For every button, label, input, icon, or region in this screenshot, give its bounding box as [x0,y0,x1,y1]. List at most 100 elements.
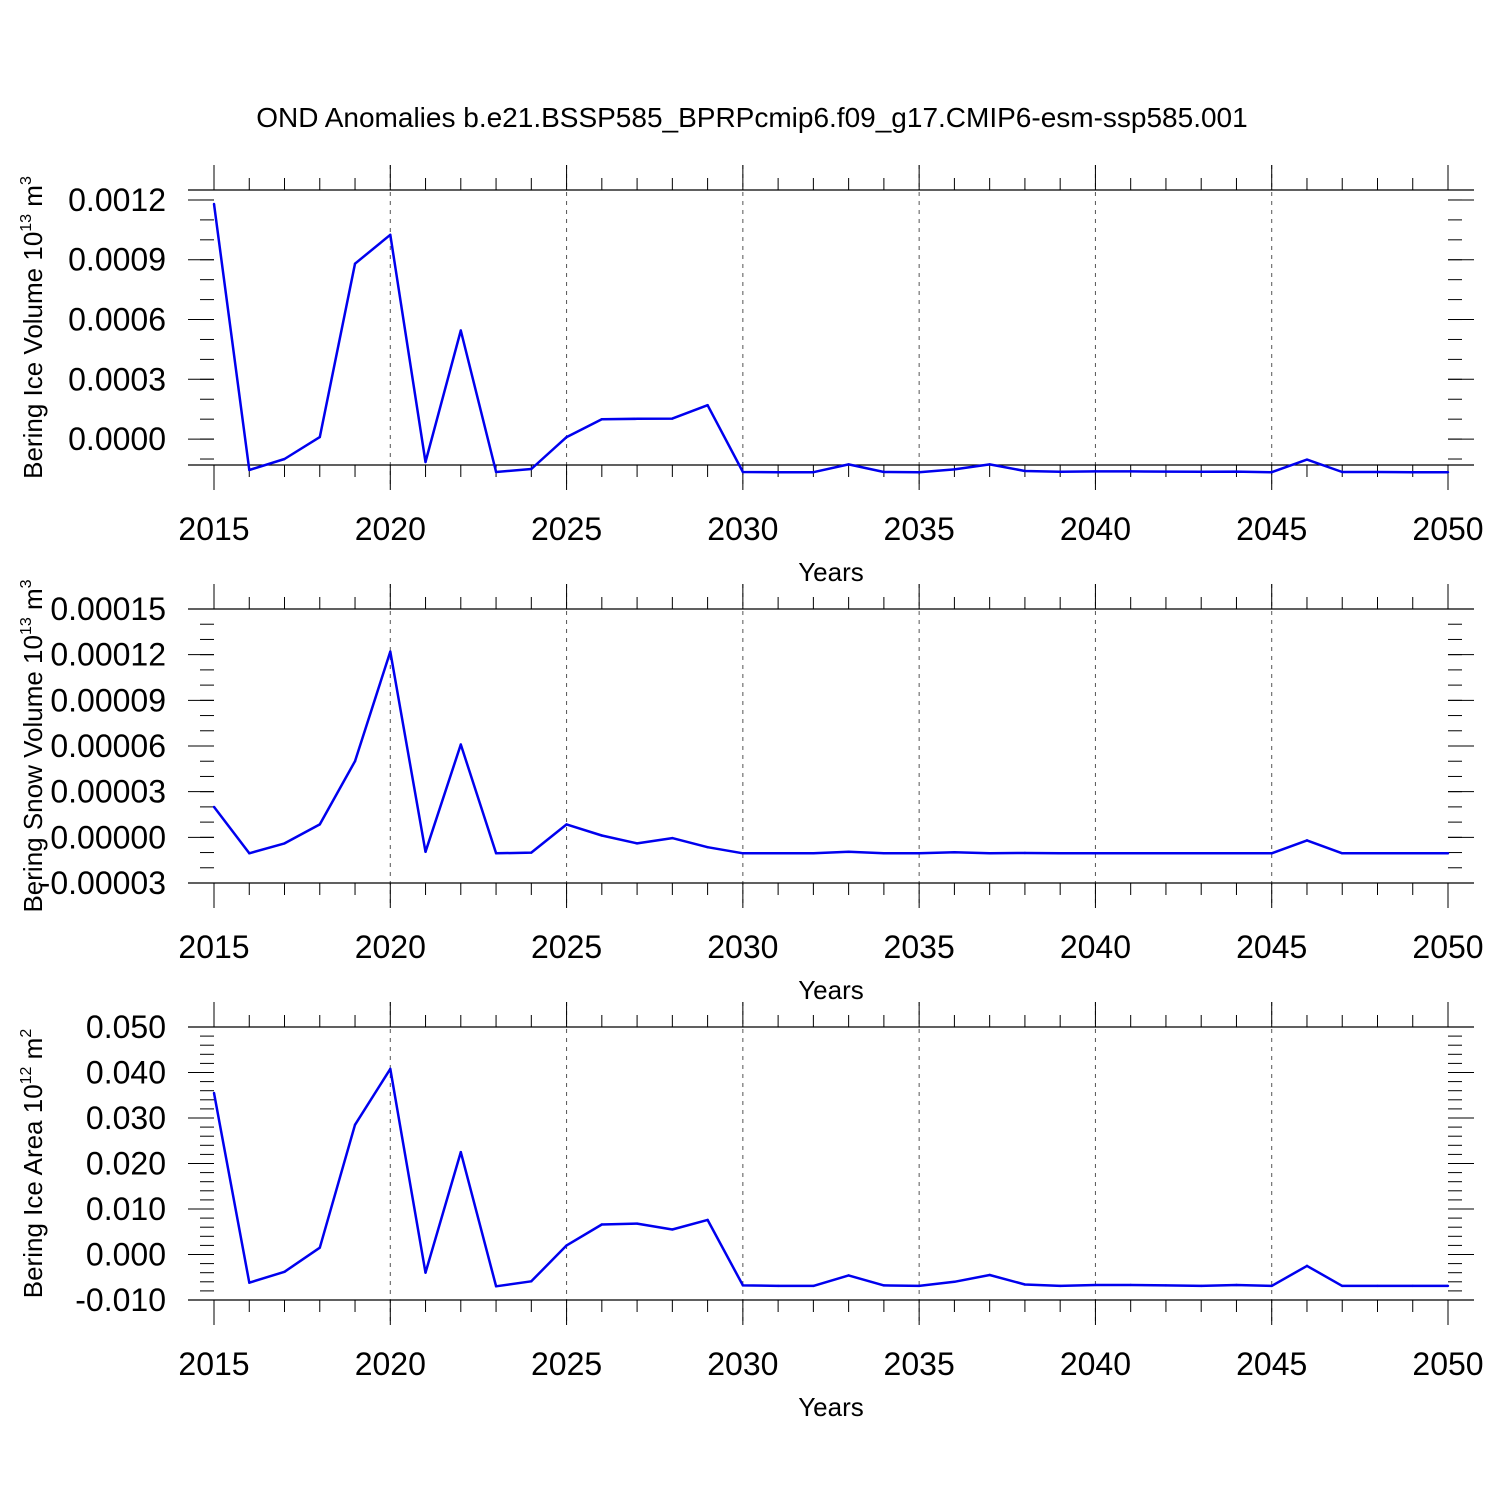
ytick-label: 0.00003 [50,774,166,810]
snow-volume-point [988,851,991,855]
snow-volume-point [635,842,639,845]
ice-volume-point [847,463,850,466]
snow-volume-series-line [213,650,1448,855]
ice-volume-point [459,329,462,332]
snow-volume-point [1305,839,1309,842]
ice-volume-point [706,404,709,407]
ice-volume-point [882,470,886,474]
ice-volume-point [1376,470,1379,474]
ice-volume-point [494,470,498,474]
ice-volume-point [283,457,286,461]
ytick-label: 0.0003 [68,361,166,397]
xtick-label: 2015 [178,1346,249,1382]
snow-volume-point [882,852,886,855]
ice-volume-point [530,467,533,471]
y-axis-title: Bering Ice Volume 1013 m3 [18,176,48,479]
ice-area-point [424,1271,427,1274]
snow-volume-point [353,760,357,763]
snow-volume-point [212,805,216,809]
snow-volume-point [1129,851,1132,855]
snow-volume-point [1446,852,1450,855]
ice-volume-point [600,417,604,421]
snow-volume-point [318,823,321,826]
ice-area-point [671,1228,674,1231]
ice-area-point [635,1222,639,1225]
snow-volume-point [424,850,427,853]
ice-area-point [1341,1284,1344,1288]
snow-volume-point [389,650,392,653]
ice-volume-point [1235,470,1238,473]
ice-volume-point [1270,470,1273,474]
snow-volume-point [953,851,956,854]
ytick-label: -0.010 [75,1282,166,1318]
xtick-label: 2015 [178,929,249,965]
ytick-label: 0.0000 [68,421,166,457]
ice-area-point [1411,1284,1414,1288]
ytick-label: 0.0012 [68,182,166,218]
ytick-label: 0.00000 [50,819,166,855]
snow-volume-point [1341,852,1344,855]
snow-volume-point [1376,852,1379,855]
ice-area-point [847,1274,850,1277]
ytick-label: 0.00012 [50,637,166,673]
ice-area-point [1235,1283,1238,1287]
snow-volume-point [600,834,604,837]
snow-volume-panel: -0.00003 0.00000 0.00003 0.00006 0.00009 0.00… [18,579,1484,1005]
ice-area-point [248,1281,251,1284]
ice-volume-point [1200,470,1203,473]
snow-volume-point [1200,852,1203,855]
ice-area-point [389,1067,392,1071]
xtick-label: 2015 [178,511,249,547]
ice-volume-point [318,435,321,439]
ytick-label: 0.010 [86,1191,166,1227]
ytick-label: 0.0009 [68,242,166,278]
snow-volume-point [283,842,286,845]
xtick-label: 2040 [1060,511,1131,547]
ice-volume-point [212,202,216,206]
ice-area-point [212,1091,216,1095]
ytick-label: 0.00009 [50,682,166,718]
ytick-label: 0.00015 [50,591,166,627]
snow-volume-point [1058,852,1062,855]
ice-volume-point [248,468,251,472]
xtick-label: 2020 [355,511,426,547]
ice-volume-point [424,460,427,464]
xtick-label: 2025 [531,511,602,547]
ice-area-point [1058,1284,1062,1288]
ice-area-series-line [212,1067,1448,1288]
ice-area-point [318,1246,321,1249]
ice-area-point [917,1284,921,1288]
ice-volume-point [635,417,639,420]
ice-volume-point [1446,470,1450,474]
ice-area-point [1305,1264,1309,1268]
ice-area-point [988,1273,991,1277]
xtick-label: 2050 [1412,511,1483,547]
ice-area-point [1164,1284,1168,1287]
ice-area-point [600,1223,604,1226]
snow-volume-point [741,852,745,855]
snow-volume-point [565,823,568,826]
xtick-label: 2030 [707,929,778,965]
xtick-label: 2025 [531,1346,602,1382]
ytick-label: 0.000 [86,1237,166,1273]
ytick-label: 0.00006 [50,728,166,764]
x-axis-title: Years [798,1392,864,1422]
xtick-label: 2035 [884,929,955,965]
ice-volume-point [1411,470,1414,474]
ice-volume-point [917,470,921,474]
ice-area-point [882,1284,886,1287]
snow-volume-point [917,852,921,855]
ice-volume-point [776,470,780,474]
ytick-label: 0.0006 [68,302,166,338]
xtick-label: 2045 [1236,1346,1307,1382]
ice-area-point [1094,1283,1097,1287]
ice-volume-series-line [212,203,1448,474]
snow-volume-point [1235,851,1238,855]
ice-volume-point [1023,469,1027,473]
ice-area-point [1200,1284,1203,1288]
snow-volume-point [1270,852,1273,855]
panels: 0.0000 0.0003 0.0006 0.0009 0.0012 2015 2020 20… [18,165,1484,1422]
snow-volume-point [530,851,533,854]
ytick-label: 0.040 [86,1055,166,1091]
xtick-label: 2040 [1060,1346,1131,1382]
